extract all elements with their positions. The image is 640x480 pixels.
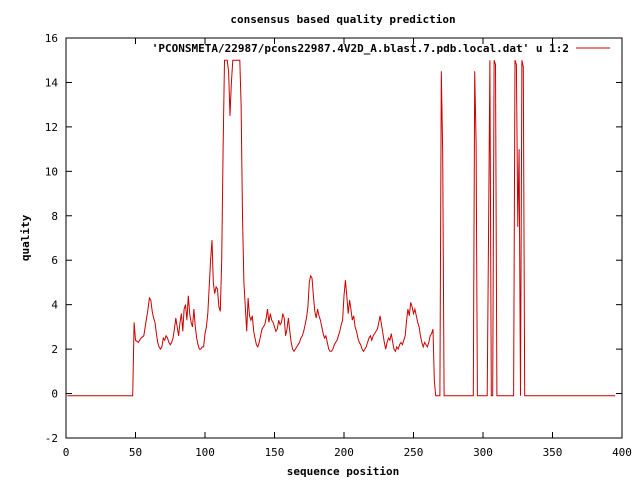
y-tick-label: 14 — [45, 76, 59, 89]
y-tick-label: 2 — [51, 343, 58, 356]
x-tick-label: 250 — [404, 446, 424, 459]
y-tick-label: 12 — [45, 121, 58, 134]
y-tick-label: -2 — [45, 432, 58, 445]
legend: 'PCONSMETA/22987/pcons22987.4V2D_A.blast… — [152, 42, 610, 55]
y-tick-label: 10 — [45, 165, 58, 178]
x-tick-label: 350 — [543, 446, 563, 459]
y-tick-label: 0 — [51, 388, 58, 401]
y-axis-label: quality — [19, 214, 32, 261]
x-tick-label: 150 — [265, 446, 285, 459]
x-axis: 0 50 100 150 200 250 300 350 400 — [63, 38, 632, 459]
plot-frame — [65, 37, 623, 439]
legend-label: 'PCONSMETA/22987/pcons22987.4V2D_A.blast… — [152, 42, 569, 55]
x-tick-label: 100 — [195, 446, 215, 459]
chart-title: consensus based quality prediction — [230, 13, 455, 26]
x-tick-label: 200 — [334, 446, 354, 459]
x-tick-label: 300 — [473, 446, 493, 459]
y-tick-label: 4 — [51, 299, 58, 312]
y-axis: -2 0 2 4 6 8 10 12 14 16 — [45, 32, 622, 445]
x-tick-label: 50 — [129, 446, 142, 459]
series-line — [67, 59, 616, 397]
y-tick-label: 6 — [51, 254, 58, 267]
x-tick-label: 0 — [63, 446, 70, 459]
y-tick-label: 8 — [51, 210, 58, 223]
y-tick-label: 16 — [45, 32, 58, 45]
x-tick-label: 400 — [612, 446, 632, 459]
x-axis-label: sequence position — [287, 465, 400, 478]
